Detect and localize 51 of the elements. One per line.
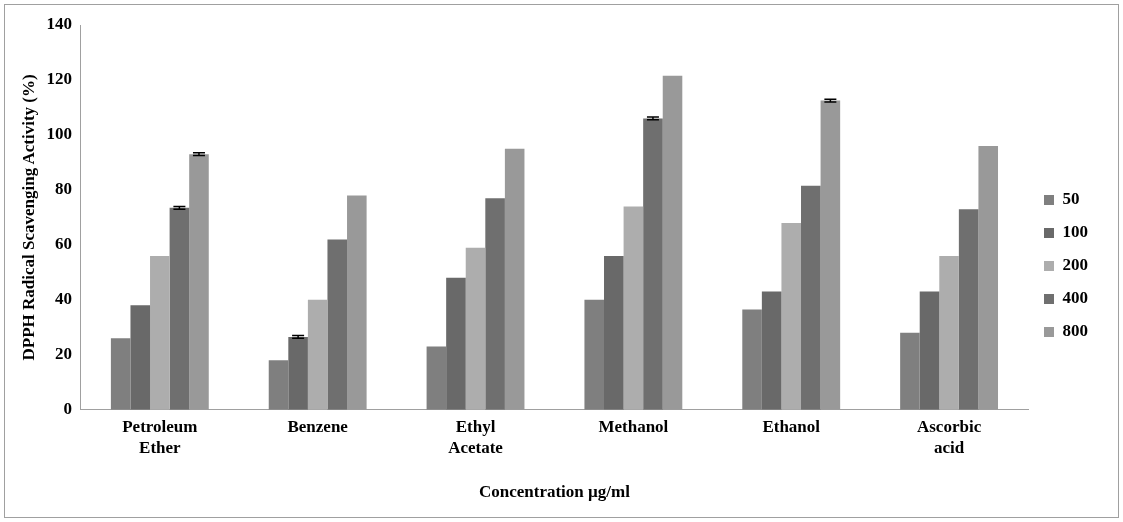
bar xyxy=(465,247,486,410)
bar xyxy=(662,75,683,410)
bar xyxy=(504,148,525,410)
x-tick-label: Ethyl Acetate xyxy=(448,417,504,457)
bar xyxy=(169,207,190,410)
bar xyxy=(446,277,466,410)
y-tick-label: 140 xyxy=(46,14,72,34)
y-tick-label: 0 xyxy=(63,399,72,419)
bar xyxy=(150,255,170,410)
bar xyxy=(604,255,624,410)
bar xyxy=(623,206,644,410)
y-tick-label: 80 xyxy=(54,179,72,199)
bar xyxy=(426,346,447,410)
legend-label: 800 xyxy=(1062,321,1088,341)
y-tick-label: 40 xyxy=(54,289,72,309)
legend-label: 100 xyxy=(1062,222,1088,242)
x-tick-label: Benzene xyxy=(287,417,349,437)
bar xyxy=(110,338,131,410)
bar xyxy=(307,299,328,410)
y-axis-title: DPPH Radical Scavenging Activity (%) xyxy=(18,74,38,361)
x-tick-label: Methanol xyxy=(598,417,669,437)
x-tick-label: Ethanol xyxy=(762,417,821,437)
x-tick-label: Petroleum Ether xyxy=(122,417,198,457)
bar xyxy=(288,336,308,410)
bar xyxy=(327,239,348,410)
legend-label: 400 xyxy=(1062,288,1088,308)
bar xyxy=(643,118,663,410)
bar xyxy=(189,154,209,410)
bar xyxy=(268,360,289,410)
x-tick-label: Ascorbic acid xyxy=(916,417,982,457)
bar xyxy=(820,100,841,410)
bar xyxy=(958,209,979,410)
y-tick-label: 120 xyxy=(46,69,72,89)
bar xyxy=(761,291,782,410)
bar xyxy=(781,222,802,410)
bar xyxy=(485,198,505,410)
bar xyxy=(584,299,605,410)
legend-label: 200 xyxy=(1062,255,1088,275)
bar xyxy=(347,195,367,410)
y-tick-label: 60 xyxy=(54,234,72,254)
bar xyxy=(742,309,762,410)
bar xyxy=(130,305,151,410)
x-axis-title: Concentration µg/ml xyxy=(478,482,631,502)
y-tick-label: 20 xyxy=(54,344,72,364)
bar xyxy=(919,291,940,410)
bar xyxy=(801,185,821,410)
bar xyxy=(978,145,999,410)
bar xyxy=(939,255,959,410)
bar xyxy=(900,332,920,410)
legend-label: 50 xyxy=(1062,189,1080,209)
y-tick-label: 100 xyxy=(46,124,72,144)
